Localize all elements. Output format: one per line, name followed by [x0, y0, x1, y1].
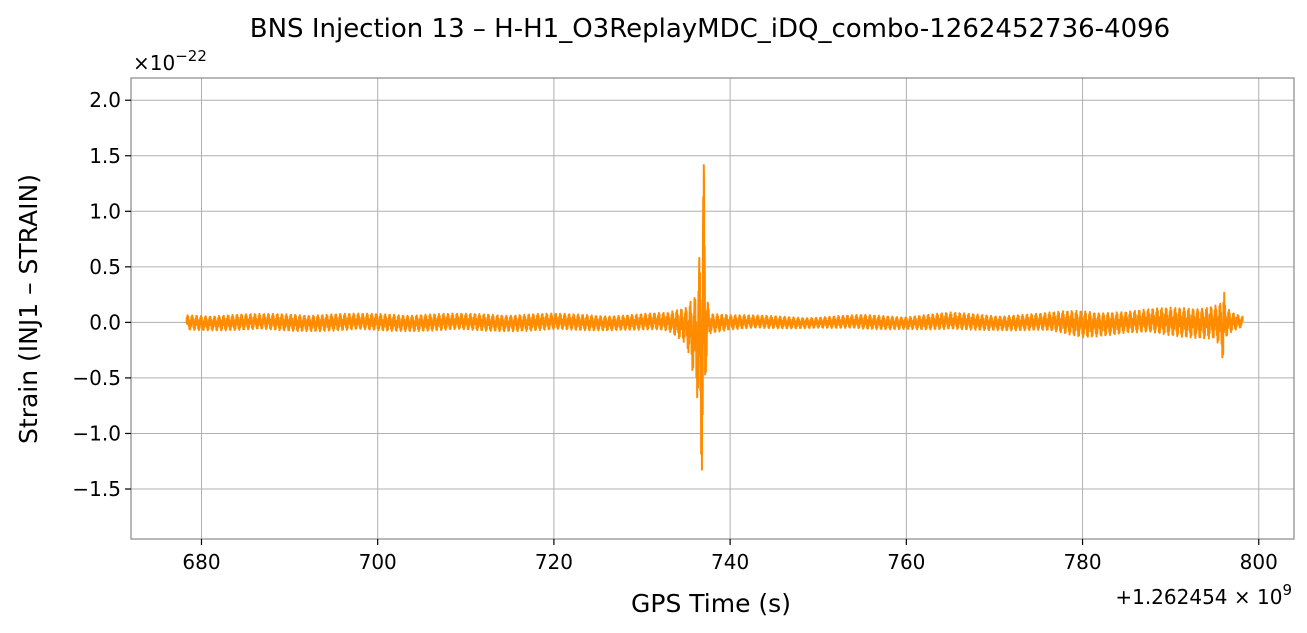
y-tick-label: 1.0 — [89, 199, 121, 223]
x-tick-label: 740 — [711, 550, 749, 574]
grid — [131, 78, 1294, 539]
y-tick-label: 0.5 — [89, 255, 121, 279]
y-scale-base: ×10 — [133, 51, 175, 75]
y-tick-label: −1.5 — [72, 477, 121, 501]
strain-series-line — [185, 164, 1244, 471]
plot-frame — [130, 77, 1295, 540]
x-axis-label: GPS Time (s) — [631, 589, 791, 618]
x-tick-label: 680 — [182, 550, 220, 574]
y-tick-label: 0.0 — [89, 310, 121, 334]
x-axis-ticks: 680 700 720 740 760 780 800 — [182, 539, 1278, 574]
y-axis-label: Strain (INJ1 – STRAIN) — [14, 174, 43, 444]
chart-title: BNS Injection 13 – H-H1_O3ReplayMDC_iDQ_… — [250, 14, 1170, 44]
y-tick-label: −0.5 — [72, 366, 121, 390]
y-scale-exponent: −22 — [175, 47, 207, 65]
x-offset-exponent: 9 — [1282, 581, 1292, 599]
x-tick-label: 800 — [1240, 550, 1278, 574]
y-axis-ticks: −1.5 −1.0 −0.5 0.0 0.5 1.0 1.5 2.0 — [72, 88, 131, 501]
y-tick-label: 2.0 — [89, 88, 121, 112]
x-offset-label: +1.262454 × 109 — [1115, 581, 1292, 609]
x-tick-label: 760 — [887, 550, 925, 574]
x-tick-label: 700 — [359, 550, 397, 574]
series-layer — [185, 164, 1244, 471]
y-tick-label: −1.0 — [72, 421, 121, 445]
x-tick-label: 780 — [1063, 550, 1101, 574]
x-offset-base: +1.262454 × 10 — [1115, 585, 1282, 609]
y-tick-label: 1.5 — [89, 144, 121, 168]
x-tick-label: 720 — [535, 550, 573, 574]
y-scale-factor: ×10−22 — [133, 47, 207, 75]
